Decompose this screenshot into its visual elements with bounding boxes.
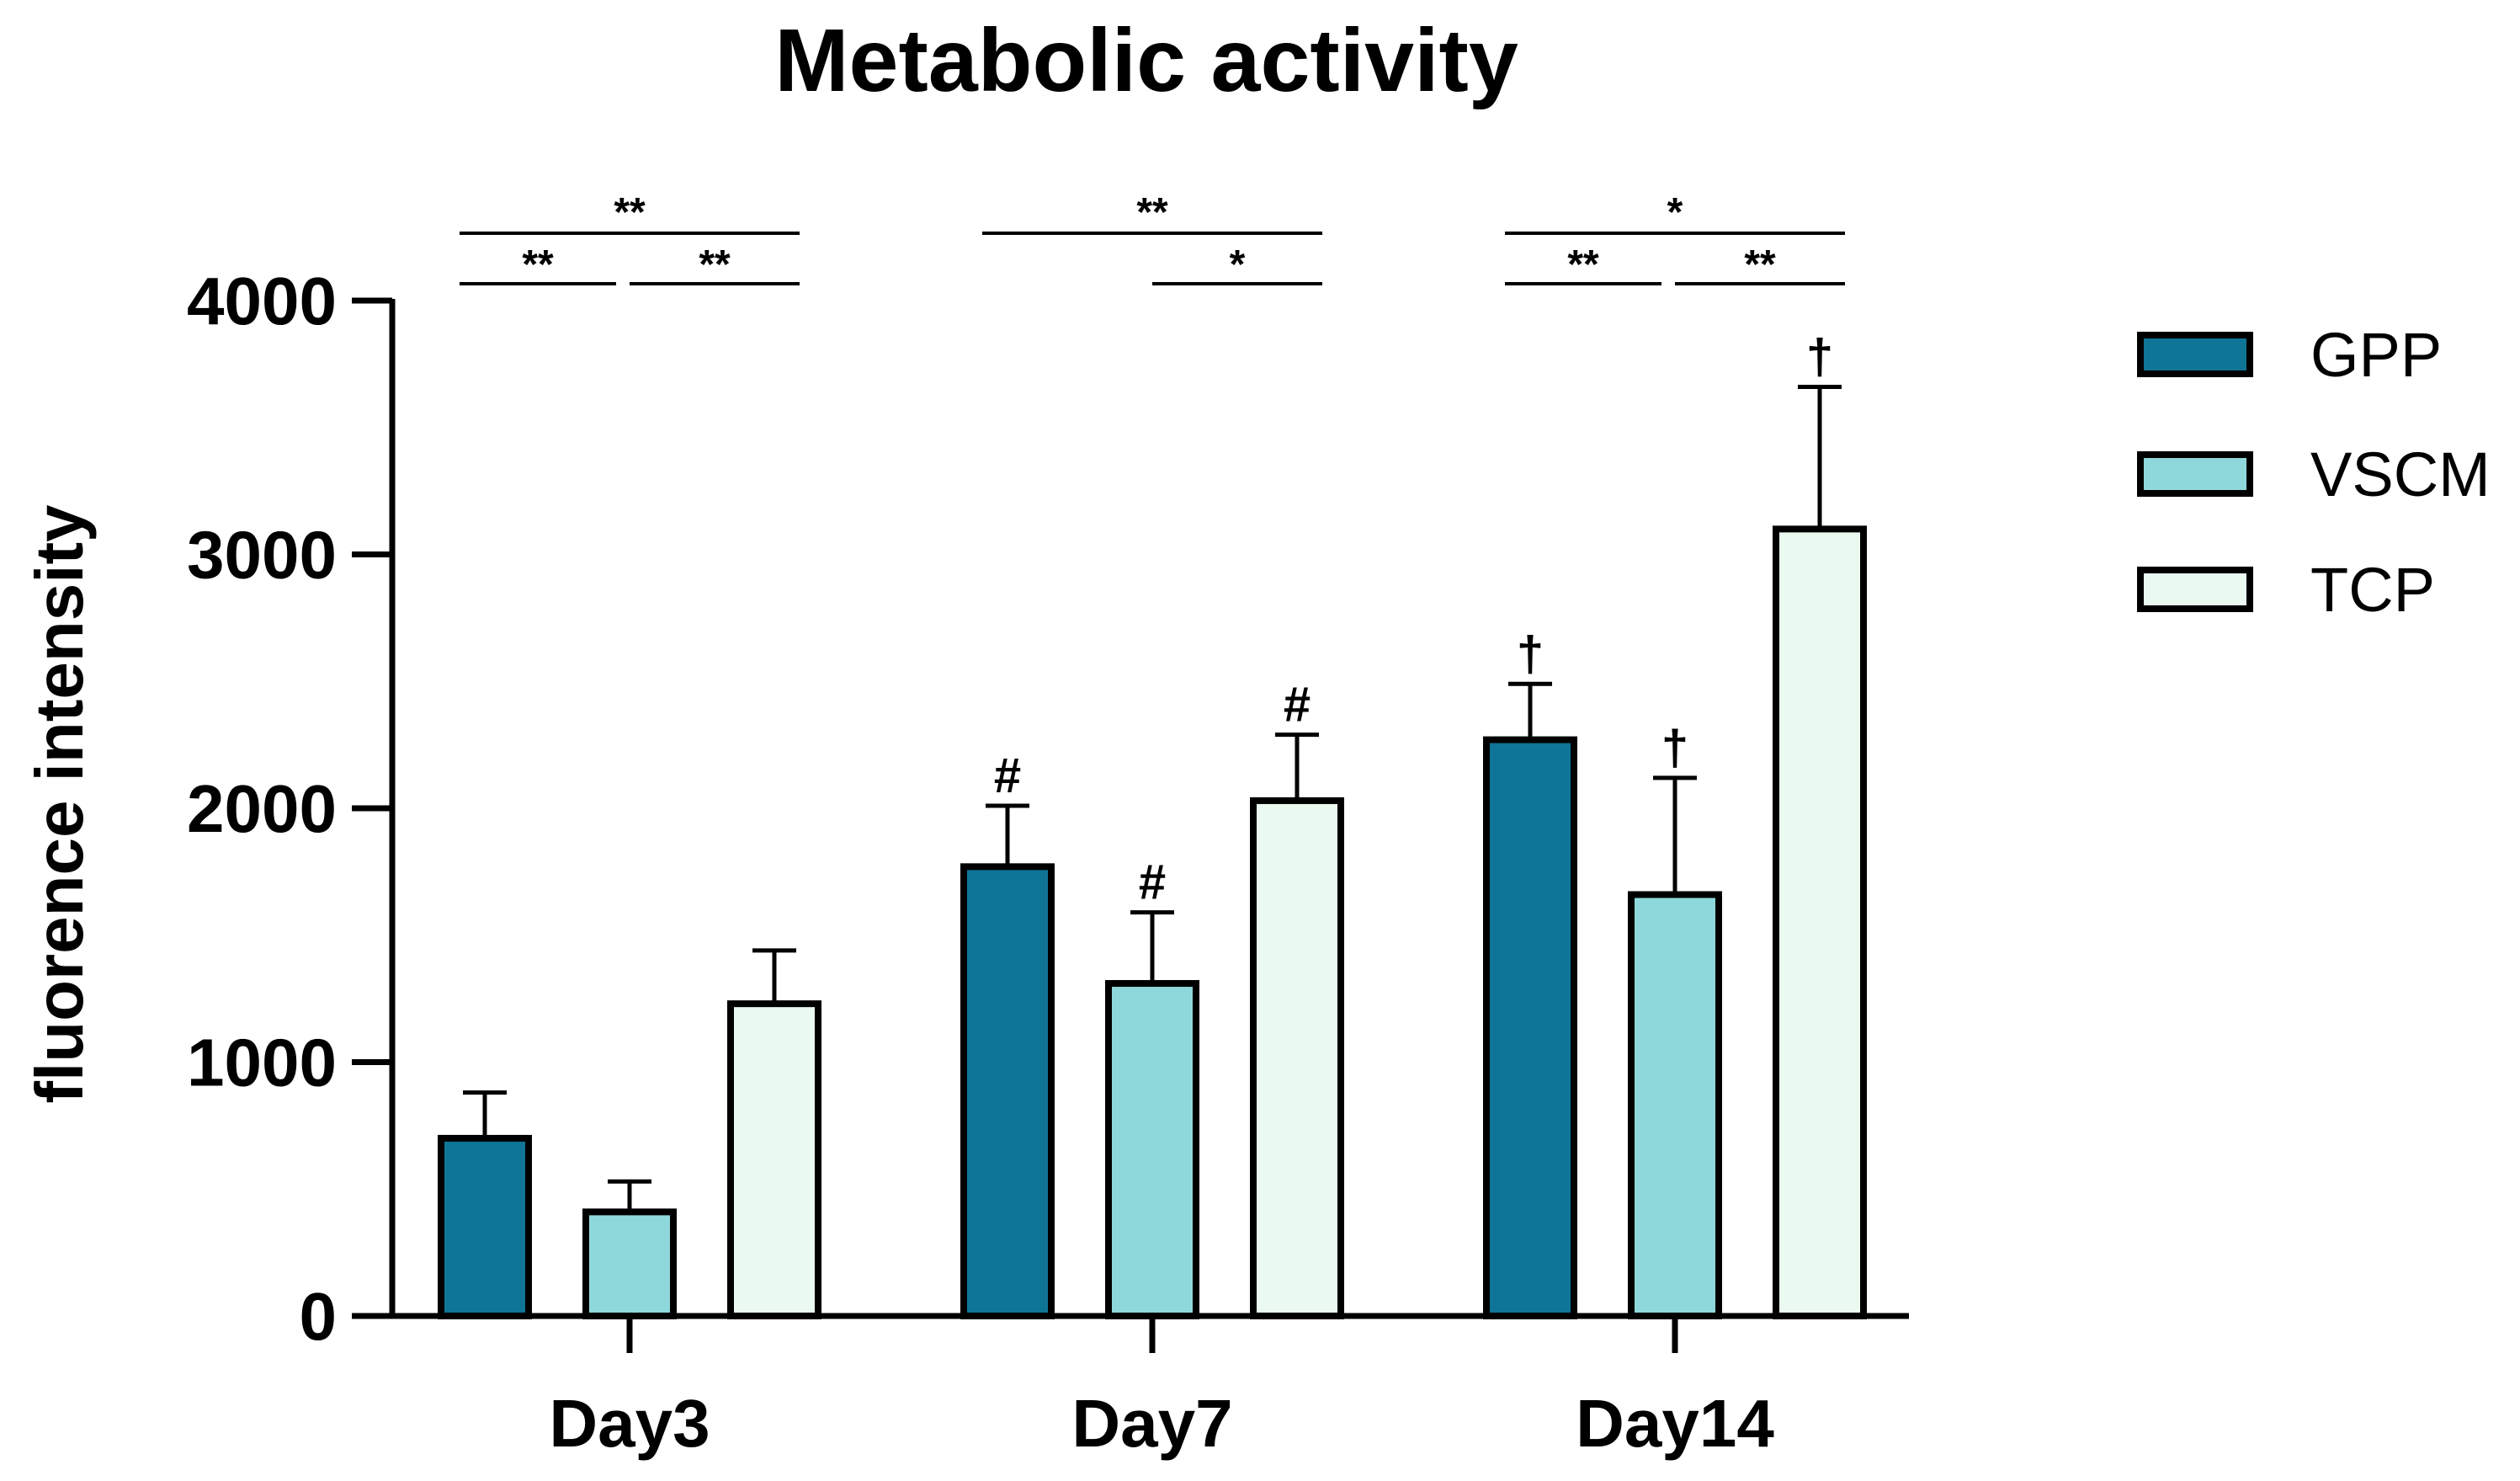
y-tick-label: 2000 (187, 771, 337, 846)
bar-vscm-day7 (1105, 980, 1199, 1320)
y-tick-label: 3000 (187, 518, 337, 593)
legend-label-tcp: TCP (2310, 555, 2435, 625)
significance-marker: † (1806, 330, 1833, 385)
significance-label: ** (1136, 190, 1168, 235)
significance-label: ** (699, 242, 731, 287)
y-tick-label: 4000 (187, 264, 337, 338)
bar-gpp-day7 (960, 863, 1055, 1319)
legend-swatch-tcp (2137, 567, 2253, 612)
bar-gpp-day14 (1483, 736, 1577, 1319)
bar-tcp-day7 (1250, 796, 1344, 1319)
bar-vscm-day14 (1628, 891, 1722, 1319)
bar-vscm-day3 (582, 1208, 677, 1320)
significance-label: ** (1567, 242, 1599, 287)
x-category-label: Day14 (1576, 1386, 1774, 1461)
bar-gpp-day3 (438, 1134, 532, 1319)
bar-tcp-day3 (727, 1000, 821, 1320)
significance-label: ** (1744, 242, 1776, 287)
legend-swatch-gpp (2137, 332, 2253, 377)
y-tick-label: 1000 (187, 1026, 337, 1100)
significance-marker: † (1661, 721, 1688, 775)
significance-marker: # (1139, 855, 1166, 910)
bar-tcp-day14 (1773, 525, 1867, 1319)
significance-label: ** (614, 190, 646, 235)
legend-label-vscm: VSCM (2310, 440, 2491, 509)
significance-label: * (1230, 242, 1246, 287)
significance-marker: # (994, 748, 1021, 803)
y-axis-label: fluorence intensity (22, 504, 97, 1104)
x-category-label: Day3 (549, 1386, 710, 1461)
chart-title: Metabolic activity (774, 11, 1518, 110)
significance-marker: † (1517, 626, 1544, 681)
x-category-label: Day7 (1071, 1386, 1232, 1461)
legend: GPP VSCM TCP (2137, 320, 2491, 625)
y-tick-label: 0 (300, 1279, 338, 1354)
significance-marker: # (1284, 678, 1311, 733)
significance-label: * (1667, 190, 1683, 235)
legend-swatch-vscm (2137, 451, 2253, 497)
legend-label-gpp: GPP (2310, 320, 2442, 390)
significance-label: ** (522, 242, 554, 287)
